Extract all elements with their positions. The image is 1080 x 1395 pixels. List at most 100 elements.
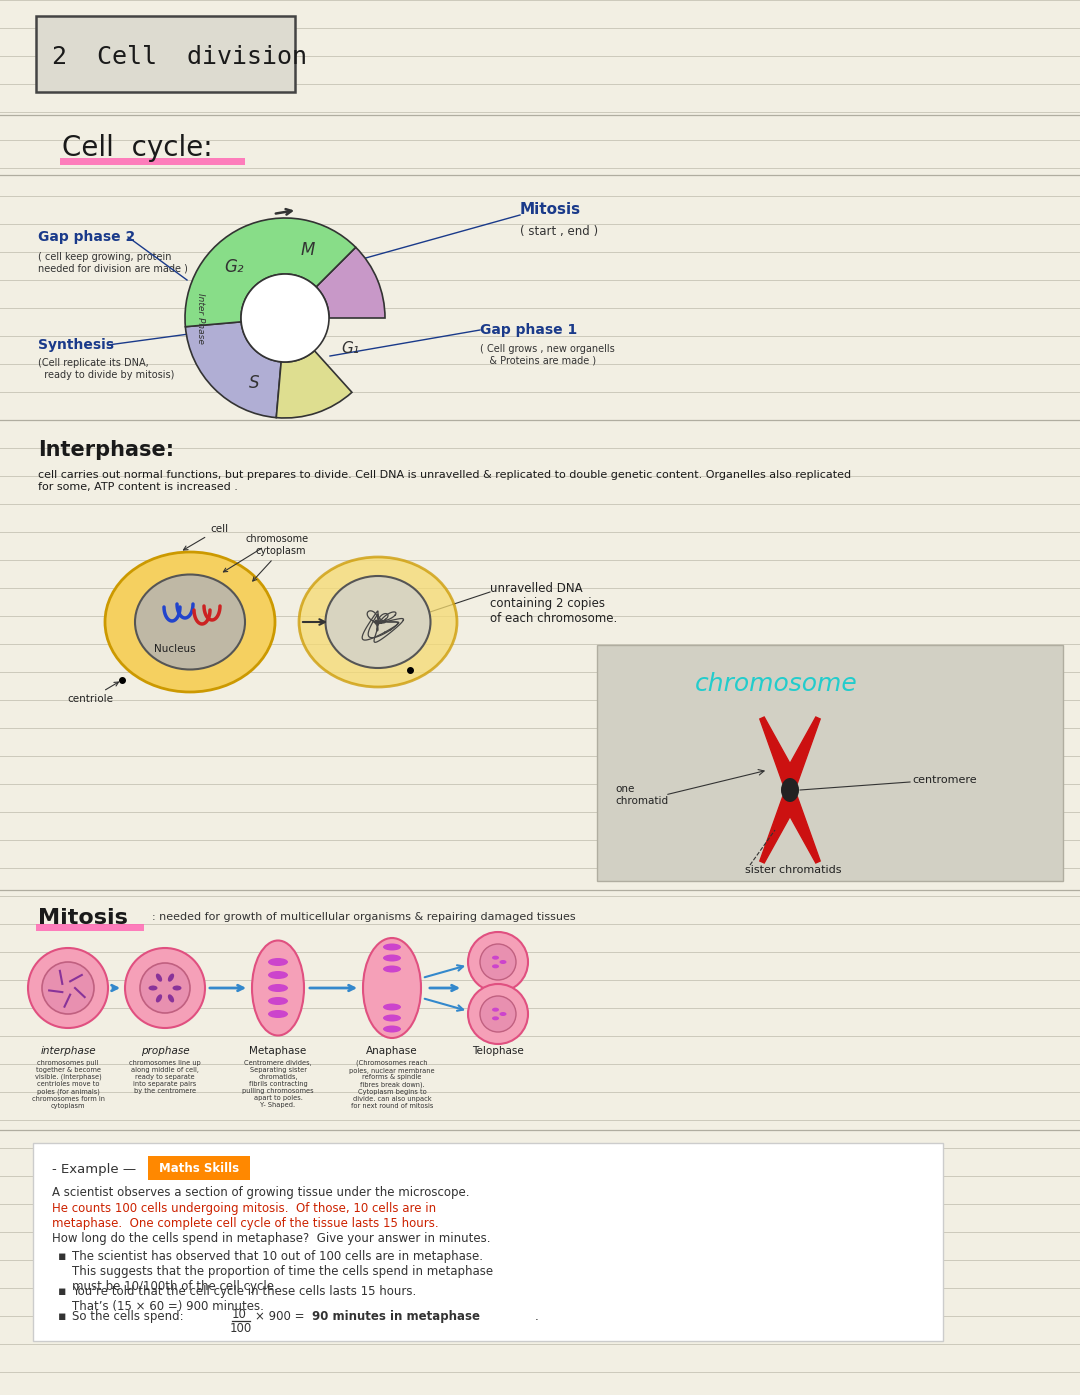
Text: You’re told that the cell cycle in these cells lasts 15 hours.
That’s (15 × 60 =: You’re told that the cell cycle in these… [72,1285,416,1313]
Text: cytoplasm: cytoplasm [253,545,306,582]
Text: chromosomes pull
together & become
visible. (Interphase)
centrioles move to
pole: chromosomes pull together & become visib… [31,1060,105,1109]
Ellipse shape [383,1025,401,1032]
Text: Centromere divides,
Separating sister
chromatids,
fibrils contracting
pulling ch: Centromere divides, Separating sister ch… [242,1060,314,1108]
Text: ( cell keep growing, protein
needed for division are made ): ( cell keep growing, protein needed for … [38,252,188,273]
Polygon shape [783,797,820,864]
Ellipse shape [268,983,288,992]
Text: : needed for growth of multicellular organisms & repairing damaged tissues: : needed for growth of multicellular org… [152,912,576,922]
Ellipse shape [492,1007,499,1011]
FancyBboxPatch shape [597,644,1063,882]
Ellipse shape [105,552,275,692]
Text: ▪: ▪ [58,1285,67,1297]
Text: Nucleus: Nucleus [154,644,195,654]
Ellipse shape [149,985,158,990]
FancyBboxPatch shape [60,158,245,165]
Text: unravelled DNA
containing 2 copies
of each chromosome.: unravelled DNA containing 2 copies of ea… [490,582,618,625]
Text: chromosome: chromosome [696,672,858,696]
Text: Interphase:: Interphase: [38,439,174,460]
Text: - Example —: - Example — [52,1163,136,1176]
Text: Mitosis: Mitosis [38,908,127,928]
Circle shape [125,949,205,1028]
Polygon shape [783,717,820,784]
Text: 90 minutes in metaphase: 90 minutes in metaphase [312,1310,480,1322]
Text: So the cells spend:: So the cells spend: [72,1310,191,1322]
Text: Mitosis: Mitosis [519,202,581,218]
Text: ▪: ▪ [58,1250,67,1262]
Circle shape [468,932,528,992]
Ellipse shape [268,997,288,1004]
Ellipse shape [383,1003,401,1010]
Text: S: S [249,374,260,392]
Wedge shape [276,350,352,418]
Text: Synthesis: Synthesis [38,338,114,352]
Ellipse shape [268,971,288,979]
Text: cell carries out normal functions, but prepares to divide. Cell DNA is unravelle: cell carries out normal functions, but p… [38,470,851,491]
Circle shape [28,949,108,1028]
Text: centromere: centromere [912,776,976,785]
Text: chromosome: chromosome [224,534,308,572]
FancyBboxPatch shape [36,15,295,92]
Ellipse shape [499,960,507,964]
Ellipse shape [252,940,303,1035]
Text: Anaphase: Anaphase [366,1046,418,1056]
Ellipse shape [363,937,421,1038]
Ellipse shape [492,956,499,960]
Wedge shape [186,322,281,417]
Text: centriole: centriole [67,682,119,704]
Ellipse shape [268,1010,288,1018]
Text: 10: 10 [232,1309,247,1321]
Ellipse shape [492,1017,499,1020]
Text: Telophase: Telophase [472,1046,524,1056]
Ellipse shape [781,778,799,802]
Text: ( start , end ): ( start , end ) [519,225,598,239]
Text: prophase: prophase [140,1046,189,1056]
Circle shape [140,963,190,1013]
Text: M: M [300,240,314,258]
Text: Gap phase 2: Gap phase 2 [38,230,135,244]
Text: 100: 100 [230,1322,253,1335]
Text: Gap phase 1: Gap phase 1 [480,324,577,338]
Wedge shape [185,218,355,326]
Text: cell: cell [184,525,228,550]
Circle shape [468,983,528,1043]
Text: Inter Phase: Inter Phase [197,293,205,343]
Wedge shape [316,247,384,318]
Ellipse shape [299,557,457,686]
Text: How long do the cells spend in metaphase?  Give your answer in minutes.: How long do the cells spend in metaphase… [52,1232,490,1244]
Ellipse shape [325,576,431,668]
FancyBboxPatch shape [33,1143,943,1341]
Circle shape [480,996,516,1032]
Polygon shape [760,717,797,784]
Text: sister chromatids: sister chromatids [745,865,841,875]
Ellipse shape [167,974,174,982]
Text: (Chromosomes reach
poles, nuclear membrane
reforms & spindle
fibres break down).: (Chromosomes reach poles, nuclear membra… [349,1060,435,1109]
Text: G₁: G₁ [341,340,360,356]
Ellipse shape [156,995,162,1003]
Text: one
chromatid: one chromatid [615,784,669,806]
Text: Maths Skills: Maths Skills [159,1162,239,1175]
Text: G₂: G₂ [225,258,244,276]
Ellipse shape [135,575,245,670]
Ellipse shape [173,985,181,990]
Polygon shape [760,797,797,864]
Ellipse shape [383,965,401,972]
Text: He counts 100 cells undergoing mitosis.  Of those, 10 cells are in
metaphase.  O: He counts 100 cells undergoing mitosis. … [52,1202,438,1230]
Text: .: . [535,1310,539,1322]
Ellipse shape [492,964,499,968]
Ellipse shape [156,974,162,982]
Text: The scientist has observed that 10 out of 100 cells are in metaphase.
This sugge: The scientist has observed that 10 out o… [72,1250,494,1293]
Text: ▪: ▪ [58,1310,67,1322]
FancyBboxPatch shape [36,923,144,930]
Ellipse shape [167,995,174,1003]
FancyBboxPatch shape [148,1156,249,1180]
Text: (Cell replicate its DNA,
  ready to divide by mitosis): (Cell replicate its DNA, ready to divide… [38,359,174,379]
Text: Metaphase: Metaphase [249,1046,307,1056]
Circle shape [241,273,329,361]
Circle shape [42,963,94,1014]
Circle shape [480,944,516,981]
Ellipse shape [383,1014,401,1021]
Ellipse shape [383,954,401,961]
Ellipse shape [268,958,288,965]
Text: chromosomes line up
along middle of cell,
ready to separate
into separate pairs
: chromosomes line up along middle of cell… [130,1060,201,1094]
Text: interphase: interphase [40,1046,96,1056]
